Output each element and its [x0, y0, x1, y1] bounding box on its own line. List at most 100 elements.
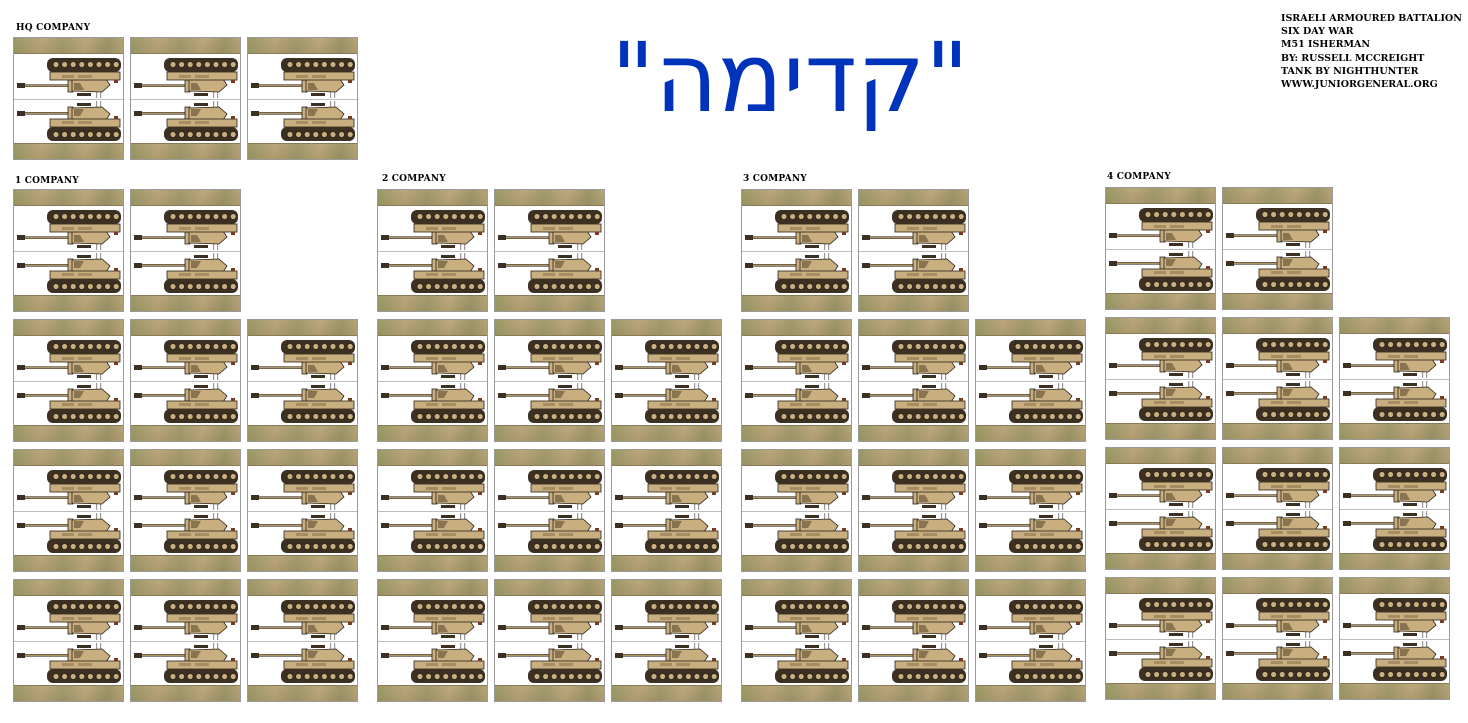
tank-counter: [1105, 577, 1216, 700]
tank-icon: [612, 381, 721, 428]
ground-strip: [612, 425, 721, 441]
tank-counter: [247, 319, 358, 442]
ground-strip: [378, 580, 487, 596]
tank-counter: [13, 37, 124, 160]
ground-strip: [1340, 318, 1449, 334]
ground-strip: [495, 295, 604, 311]
tank-icon: [742, 511, 851, 558]
ground-strip: [859, 685, 968, 701]
company-2-label: 2 COMPANY: [382, 174, 446, 184]
credit-line: ISRAELI ARMOURED BATTALION: [1281, 13, 1462, 24]
tank-counter: [611, 449, 722, 572]
tank-icon: [131, 251, 240, 298]
ground-strip: [14, 190, 123, 206]
ground-strip: [859, 425, 968, 441]
tank-icon: [495, 595, 604, 641]
ground-strip: [131, 320, 240, 336]
ground-strip: [1106, 293, 1215, 309]
tank-icon: [378, 381, 487, 428]
ground-strip: [378, 295, 487, 311]
ground-strip: [1106, 683, 1215, 699]
ground-strip: [976, 450, 1085, 466]
tank-icon: [131, 205, 240, 251]
ground-strip: [248, 38, 357, 54]
ground-strip: [1223, 683, 1332, 699]
ground-strip: [1106, 423, 1215, 439]
tank-icon: [131, 99, 240, 146]
ground-strip: [495, 190, 604, 206]
credit-line: M51 ISHERMAN: [1281, 39, 1371, 51]
ground-strip: [14, 143, 123, 159]
tank-counter: [1105, 447, 1216, 570]
ground-strip: [976, 580, 1085, 596]
tank-icon: [378, 465, 487, 511]
tank-icon: [248, 53, 357, 99]
tank-counter: [858, 319, 969, 442]
tank-counter: [1339, 577, 1450, 700]
tank-icon: [14, 99, 123, 146]
tank-icon: [1340, 593, 1449, 639]
tank-icon: [1106, 379, 1215, 426]
tank-icon: [1106, 593, 1215, 639]
tank-icon: [1340, 509, 1449, 556]
tank-icon: [495, 381, 604, 428]
tank-icon: [859, 335, 968, 381]
tank-counter: [130, 449, 241, 572]
ground-strip: [131, 580, 240, 596]
tank-icon: [1223, 203, 1332, 249]
tank-icon: [495, 641, 604, 688]
tank-icon: [976, 641, 1085, 688]
ground-strip: [1223, 578, 1332, 594]
tank-counter: [1105, 187, 1216, 310]
tank-icon: [1106, 333, 1215, 379]
ground-strip: [1340, 683, 1449, 699]
ground-strip: [495, 580, 604, 596]
ground-strip: [131, 450, 240, 466]
ground-strip: [14, 425, 123, 441]
tank-icon: [1223, 249, 1332, 296]
tank-icon: [248, 99, 357, 146]
tank-icon: [742, 641, 851, 688]
tank-icon: [1223, 593, 1332, 639]
tank-counter: [1339, 447, 1450, 570]
tank-counter: [130, 579, 241, 702]
credit-line: BY: RUSSELL MCCREIGHT: [1281, 52, 1425, 64]
tank-counter: [13, 319, 124, 442]
tank-icon: [131, 335, 240, 381]
tank-icon: [14, 465, 123, 511]
ground-strip: [378, 450, 487, 466]
ground-strip: [495, 320, 604, 336]
tank-icon: [131, 465, 240, 511]
tank-icon: [1223, 333, 1332, 379]
ground-strip: [495, 685, 604, 701]
tank-counter: [611, 579, 722, 702]
tank-icon: [495, 511, 604, 558]
ground-strip: [1223, 293, 1332, 309]
tank-counter: [377, 579, 488, 702]
tank-icon: [131, 595, 240, 641]
ground-strip: [14, 685, 123, 701]
ground-strip: [859, 555, 968, 571]
ground-strip: [378, 320, 487, 336]
tank-icon: [976, 335, 1085, 381]
tank-counter: [247, 449, 358, 572]
tank-icon: [742, 335, 851, 381]
ground-strip: [859, 580, 968, 596]
ground-strip: [378, 425, 487, 441]
tank-icon: [742, 381, 851, 428]
tank-icon: [14, 381, 123, 428]
ground-strip: [976, 320, 1085, 336]
tank-icon: [131, 511, 240, 558]
ground-strip: [14, 450, 123, 466]
tank-counter: [975, 319, 1086, 442]
tank-icon: [14, 251, 123, 298]
ground-strip: [14, 38, 123, 54]
ground-strip: [248, 685, 357, 701]
sheet-title: "קדימה": [610, 22, 970, 134]
tank-counter: [130, 189, 241, 312]
tank-counter: [377, 319, 488, 442]
tank-icon: [612, 465, 721, 511]
tank-counter: [1222, 187, 1333, 310]
ground-strip: [742, 580, 851, 596]
tank-icon: [859, 381, 968, 428]
